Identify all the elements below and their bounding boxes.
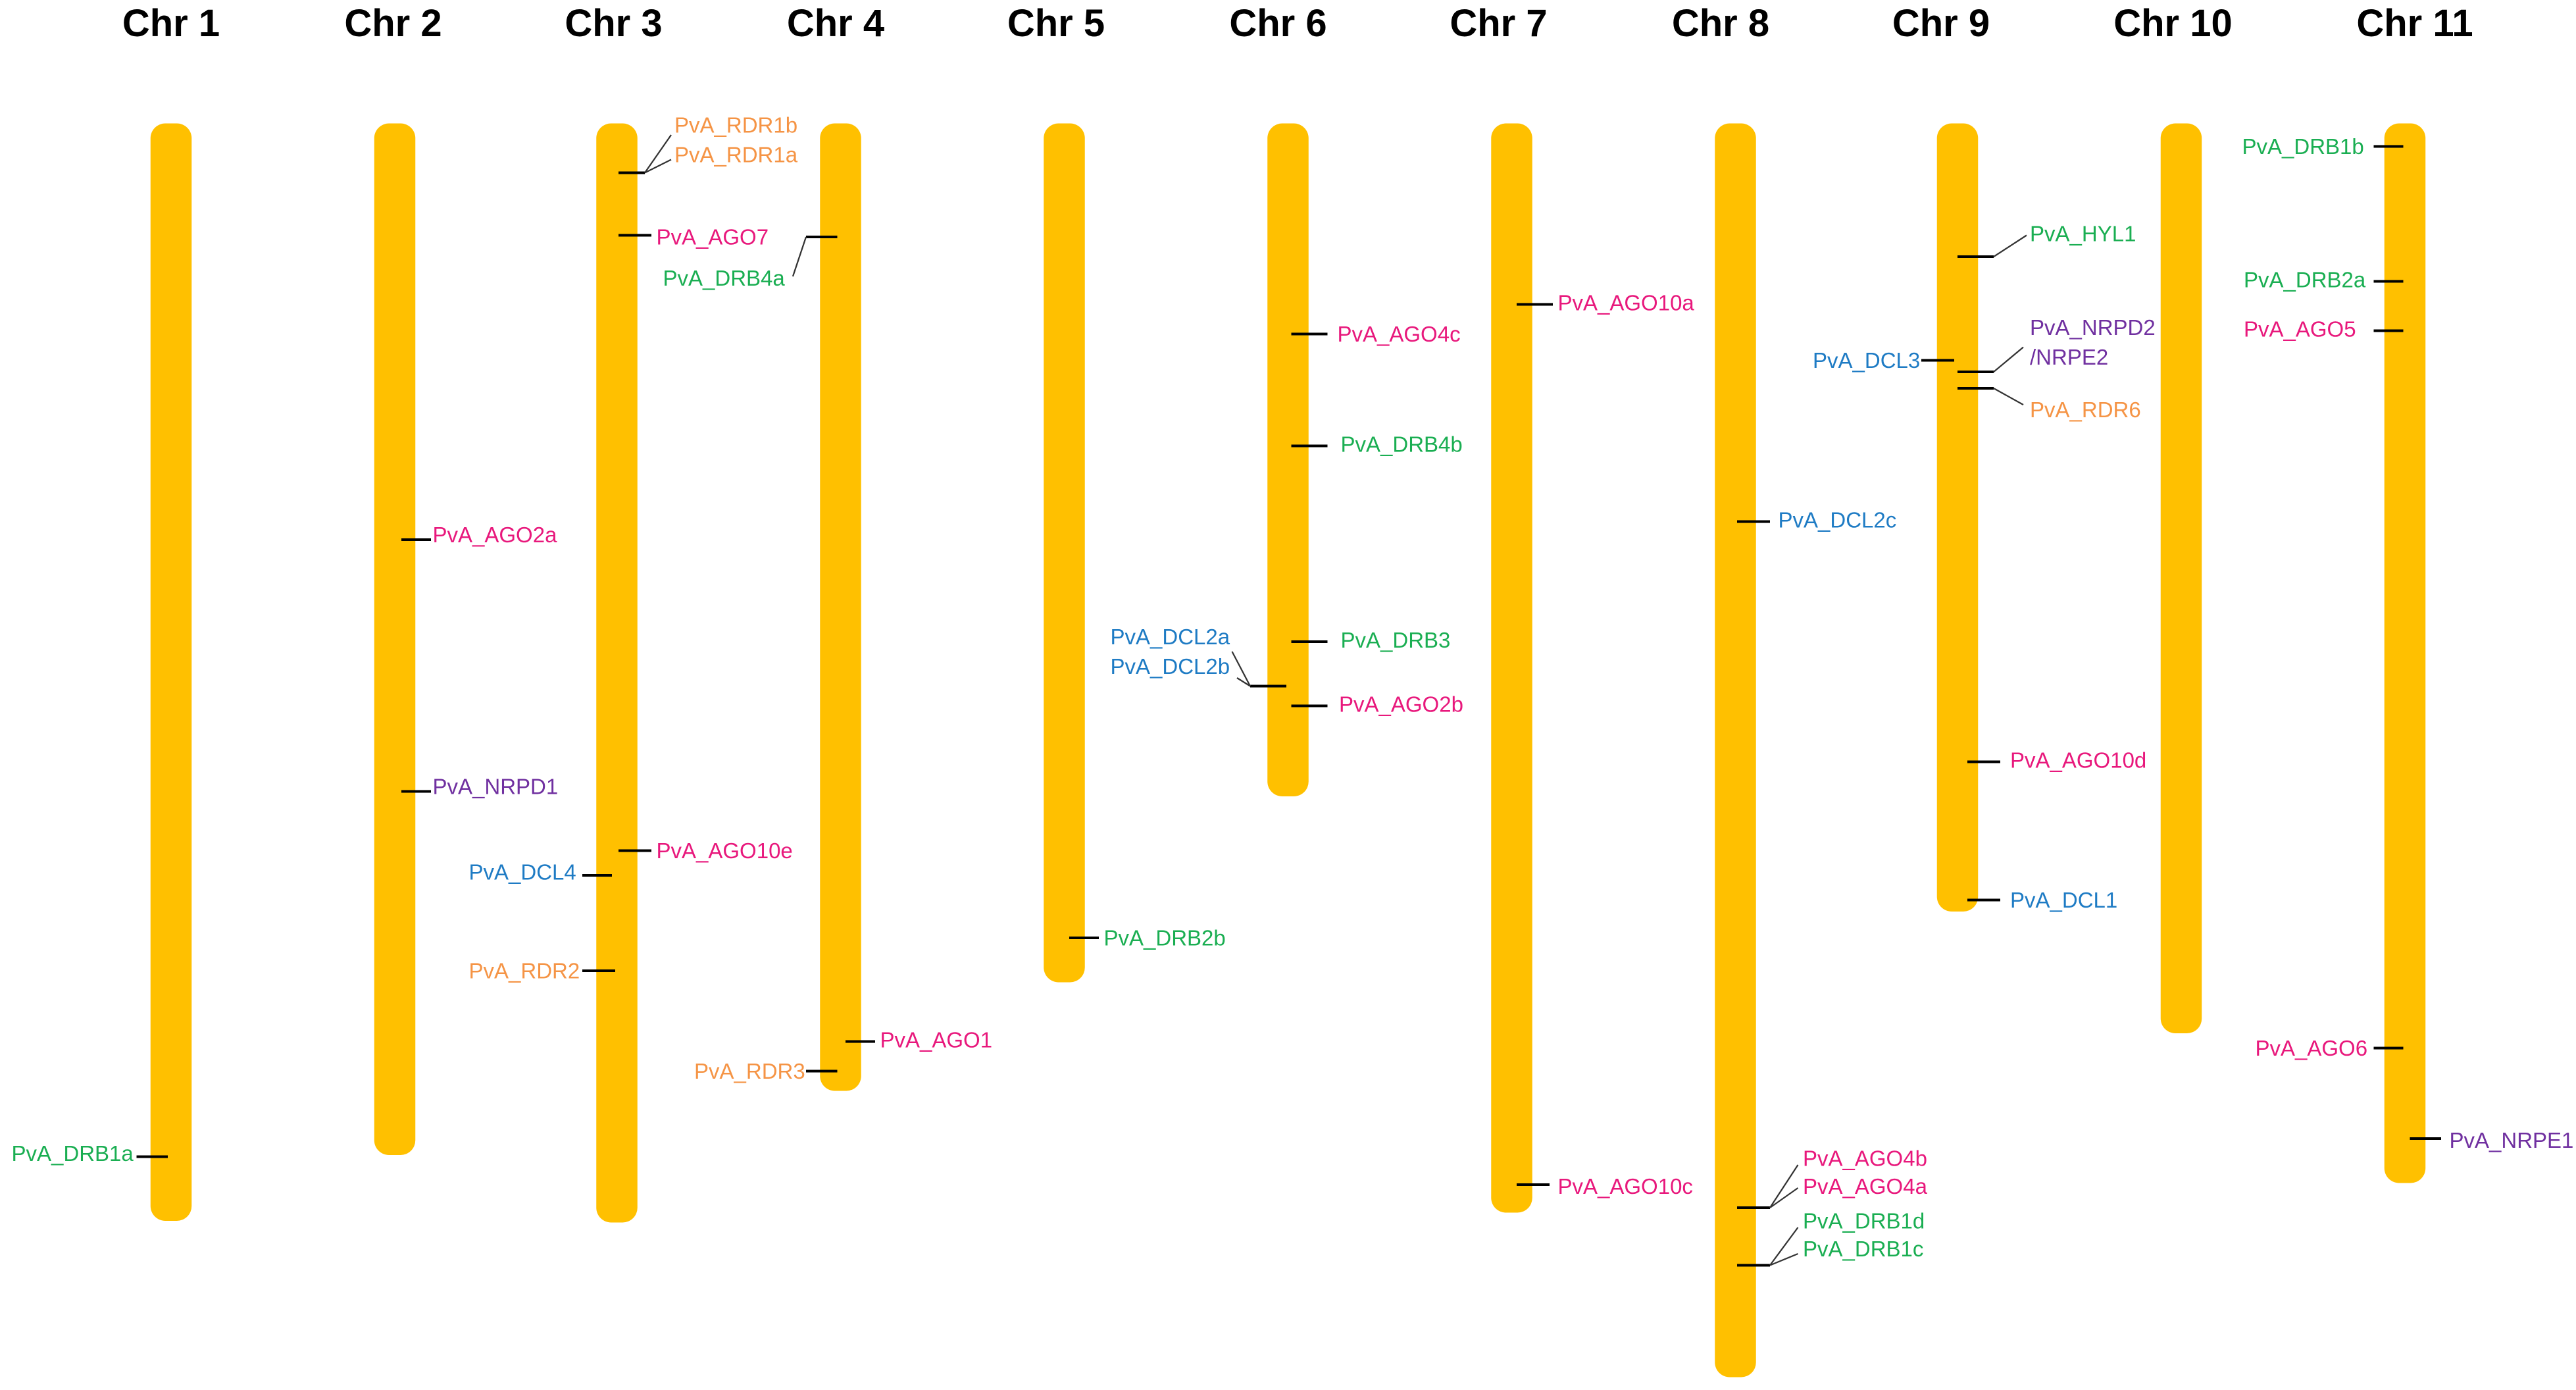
g-ago10d-label: PvA_AGO10d xyxy=(2010,748,2146,773)
chr1-title: Chr 1 xyxy=(122,2,220,45)
g-ago10c-label: PvA_AGO10c xyxy=(1558,1174,1693,1198)
chr2-bar xyxy=(374,123,416,1155)
chr8-bar xyxy=(1715,123,1756,1377)
chr8-title: Chr 8 xyxy=(1672,2,1769,45)
g-drb2b-label: PvA_DRB2b xyxy=(1104,926,1226,950)
g-rdr2-label: PvA_RDR2 xyxy=(469,959,580,983)
g-drb1c-leader xyxy=(1769,1252,1798,1266)
g-nrpd2-label: PvA_NRPD2 xyxy=(2030,315,2156,340)
g-drb1b-label: PvA_DRB1b xyxy=(2242,134,2364,159)
g-rdr6-label: PvA_RDR6 xyxy=(2030,398,2141,422)
g-drb3-label: PvA_DRB3 xyxy=(1341,628,1451,652)
g-hyl1-leader xyxy=(1993,234,2027,257)
g-drb1a-label: PvA_DRB1a xyxy=(12,1141,134,1166)
chr3-title: Chr 3 xyxy=(565,2,662,45)
g-dcl3-label: PvA_DCL3 xyxy=(1813,348,1920,373)
g-ago2a-label: PvA_AGO2a xyxy=(433,523,558,547)
g-dcl4-label: PvA_DCL4 xyxy=(469,860,576,885)
chr6-title: Chr 6 xyxy=(1229,2,1326,45)
g-drb1d-leader xyxy=(1769,1227,1799,1266)
chr5-title: Chr 5 xyxy=(1007,2,1105,45)
chromosome-titles: Chr 1 Chr 2 Chr 3 Chr 4 Chr 5 Chr 6 Chr 7 Chr 8… xyxy=(122,2,2473,45)
g-nrpe2-label: /NRPE2 xyxy=(2030,345,2108,369)
g-ago10e-label: PvA_AGO10e xyxy=(657,838,793,863)
chr5-bar xyxy=(1044,123,1085,983)
g-hyl1-label: PvA_HYL1 xyxy=(2030,222,2136,246)
g-ago4a-label: PvA_AGO4a xyxy=(1803,1174,1928,1198)
g-rdr1b-label: PvA_RDR1b xyxy=(674,113,797,138)
chr3-bar xyxy=(596,123,638,1223)
g-dcl2c-label: PvA_DCL2c xyxy=(1779,508,1897,532)
g-dcl2b-leader xyxy=(1236,677,1251,687)
g-dcl2b-label: PvA_DCL2b xyxy=(1111,654,1230,679)
g-nrpe1-label: PvA_NRPE1 xyxy=(2450,1128,2574,1152)
chr10-bar xyxy=(2160,123,2202,1033)
g-drb1c-label: PvA_DRB1c xyxy=(1803,1237,1923,1261)
chr7-bar xyxy=(1491,123,1532,1213)
g-drb1d-label: PvA_DRB1d xyxy=(1803,1209,1925,1233)
g-rdr1a-label: PvA_RDR1a xyxy=(674,143,798,167)
g-ago4b-label: PvA_AGO4b xyxy=(1803,1146,1927,1171)
gene-labels: PvA_DRB1a PvA_AGO2a PvA_NRPD1 PvA_RDR1b PvA_… xyxy=(12,113,2574,1262)
g-drb4a-leader xyxy=(792,236,807,277)
g-rdr3-label: PvA_RDR3 xyxy=(694,1059,805,1083)
chr11-bar xyxy=(2384,123,2426,1183)
g-ago6-label: PvA_AGO6 xyxy=(2256,1036,2368,1060)
g-nrpd1-label: PvA_NRPD1 xyxy=(433,775,559,799)
g-dcl1-label: PvA_DCL1 xyxy=(2010,888,2117,912)
g-nrpd2-leader xyxy=(1993,346,2024,373)
g-dcl2a-leader xyxy=(1231,651,1251,687)
chr4-title: Chr 4 xyxy=(787,2,884,45)
g-ago1-label: PvA_AGO1 xyxy=(880,1028,993,1052)
g-ago4b-leader xyxy=(1769,1164,1799,1208)
chr10-title: Chr 10 xyxy=(2113,2,2233,45)
g-drb2a-label: PvA_DRB2a xyxy=(2244,268,2366,292)
chr9-bar xyxy=(1936,123,1979,912)
chr6-bar xyxy=(1267,123,1309,796)
g-ago4c-label: PvA_AGO4c xyxy=(1338,322,1461,346)
g-ago7-label: PvA_AGO7 xyxy=(657,225,769,249)
chr11-title: Chr 11 xyxy=(2356,2,2473,45)
g-ago10a-label: PvA_AGO10a xyxy=(1558,291,1695,315)
chr7-title: Chr 7 xyxy=(1450,2,1547,45)
g-drb4b-label: PvA_DRB4b xyxy=(1341,432,1463,457)
gene-leader-lines xyxy=(136,134,2441,1267)
g-ago4a-leader xyxy=(1769,1187,1799,1208)
g-ago2b-label: PvA_AGO2b xyxy=(1339,692,1463,717)
g-rdr1b-leader xyxy=(644,134,672,174)
chr1-bar xyxy=(150,123,192,1221)
chr4-bar xyxy=(820,123,861,1091)
g-rdr1a-leader xyxy=(644,159,672,174)
g-dcl2a-label: PvA_DCL2a xyxy=(1111,625,1230,649)
g-rdr6-leader xyxy=(1993,388,2024,405)
g-drb4a-label: PvA_DRB4a xyxy=(663,266,786,290)
chr9-title: Chr 9 xyxy=(1892,2,1990,45)
chromosome-bars xyxy=(150,123,2426,1377)
g-ago5-label: PvA_AGO5 xyxy=(2244,317,2356,342)
chr2-title: Chr 2 xyxy=(344,2,442,45)
